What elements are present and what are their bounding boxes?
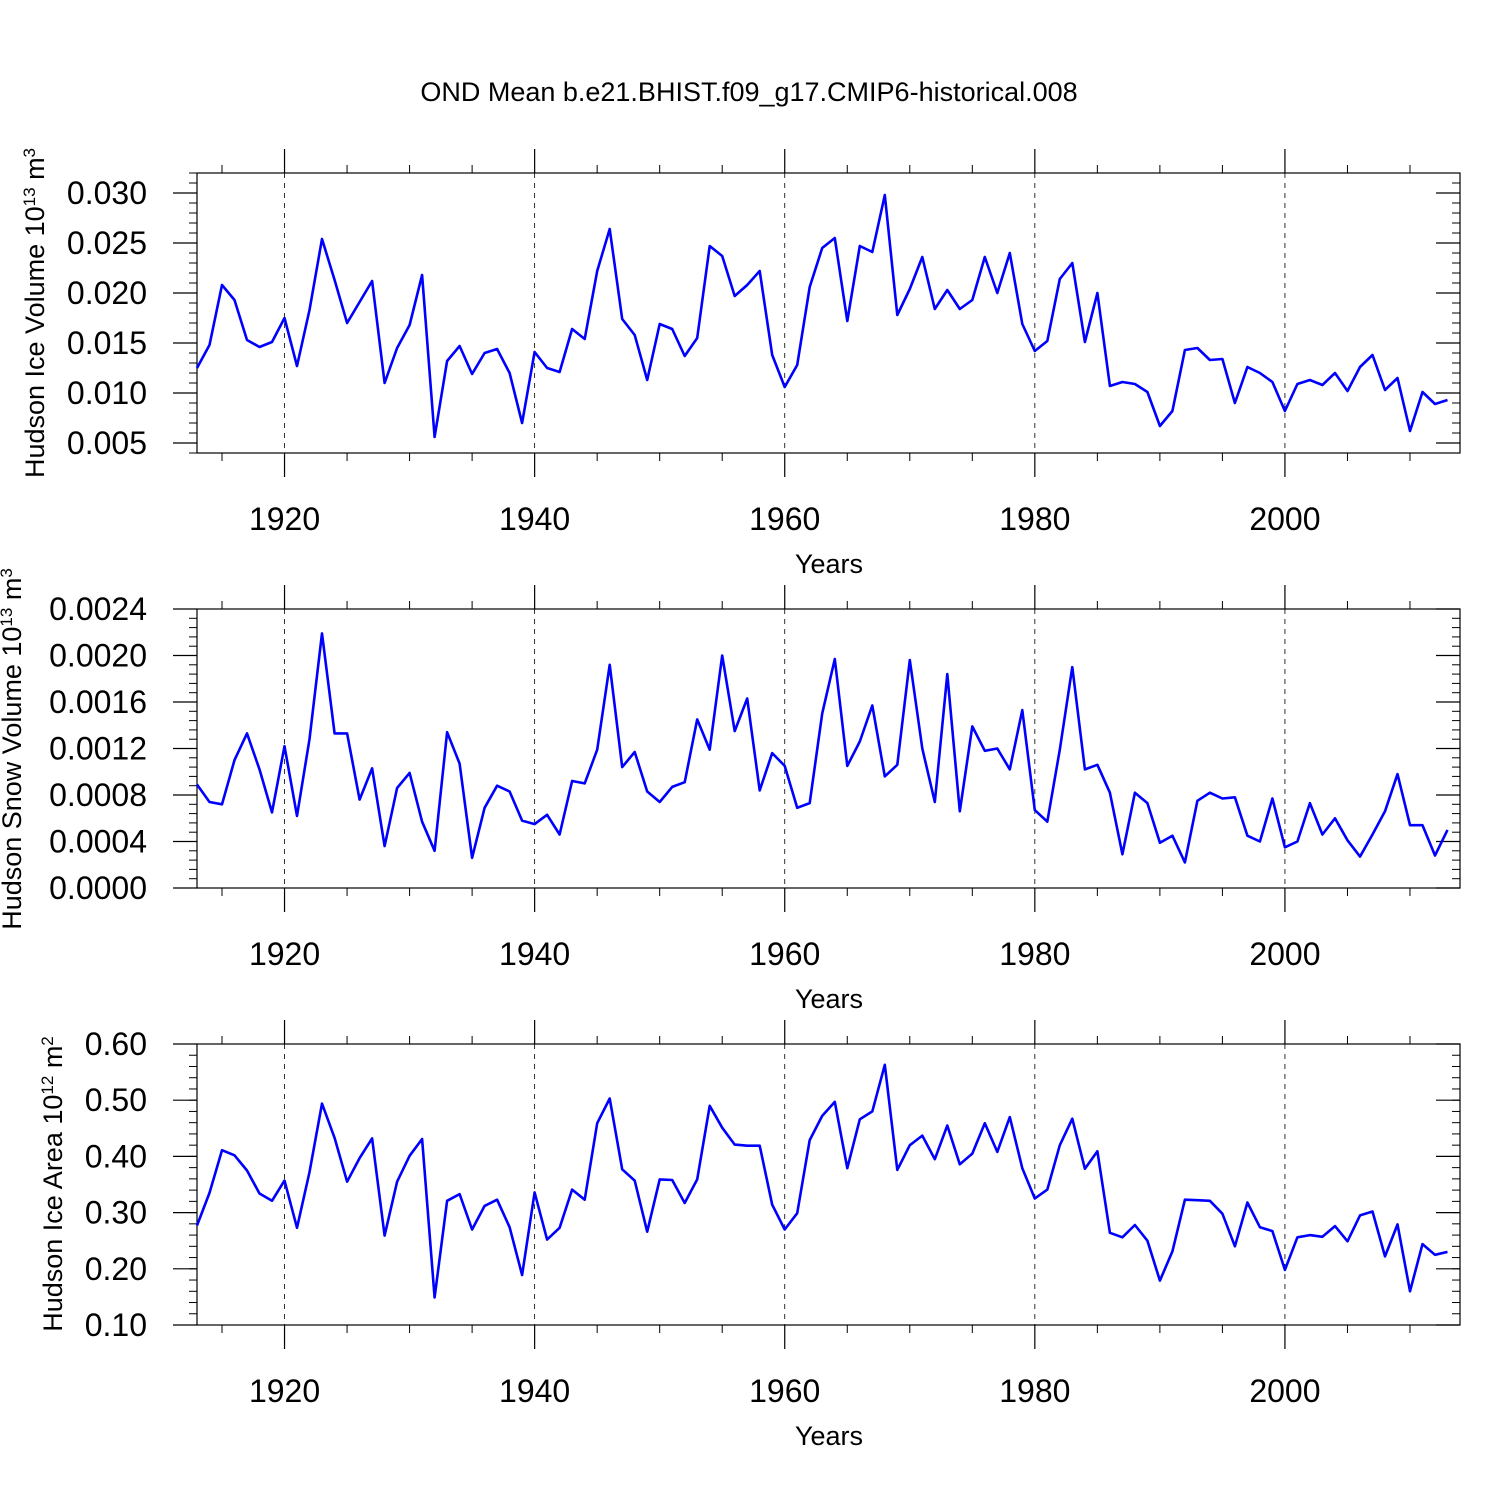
y-axis-label-text: Hudson Ice Volume 10 [20,206,50,478]
y-tick-label: 0.0008 [49,777,147,813]
plot-frame [196,172,1461,454]
x-tick-label: 1980 [999,501,1070,537]
y-axis-label-text: m [0,578,27,608]
y-axis-label-text: m [20,157,50,187]
y-tick-label: 0.20 [85,1251,147,1287]
y-tick-label: 0.0000 [49,870,147,906]
x-tick-label: 1920 [249,936,320,972]
x-tick-label: 1940 [499,1373,570,1409]
x-tick-label: 1980 [999,936,1070,972]
x-tick-label: 1920 [249,501,320,537]
y-tick-label: 0.010 [67,375,147,411]
y-tick-label: 0.30 [85,1195,147,1231]
x-tick-label: 2000 [1249,501,1320,537]
y-tick-label: 0.030 [67,175,147,211]
y-tick-label: 0.0016 [49,684,147,720]
y-tick-label: 0.60 [85,1026,147,1062]
x-axis-label: Years [795,984,863,1014]
x-tick-label: 1920 [249,1373,320,1409]
y-tick-label: 0.0024 [49,591,147,627]
y-axis-label-superscript: 3 [0,568,16,577]
y-axis-label-superscript: 2 [38,1036,57,1045]
y-axis-label: Hudson Snow Volume 1013 m3 [0,568,27,930]
y-axis-label-superscript: 13 [20,187,39,206]
x-tick-label: 1980 [999,1373,1070,1409]
chart-panel-1: 1920 1940 1960 1980 2000 0.005 0.010 0.015 0.020… [20,148,1461,579]
x-tick-label: 1960 [749,501,820,537]
y-tick-label: 0.40 [85,1138,147,1174]
x-tick-label: 1940 [499,936,570,972]
y-axis-label-superscript: 13 [0,608,16,627]
y-tick-label: 0.015 [67,325,147,361]
y-tick-label: 0.020 [67,275,147,311]
x-axis-label: Years [795,549,863,579]
x-tick-label: 1940 [499,501,570,537]
y-axis-label-text: Hudson Snow Volume 10 [0,627,27,930]
data-series-line [195,1063,1448,1299]
plot-frame [196,1043,1461,1326]
y-tick-label: 0.50 [85,1082,147,1118]
x-axis-label: Years [795,1421,863,1451]
y-axis-label: Hudson Ice Area 1012 m2 [38,1036,69,1332]
chart-panel-2: 1920 1940 1960 1980 2000 0.0000 0.0004 0.0008 0.… [0,568,1461,1014]
y-tick-label: 0.005 [67,425,147,461]
x-tick-label: 1960 [749,936,820,972]
y-tick-label: 0.0012 [49,731,147,767]
data-series-line [195,193,1448,439]
y-axis-label-superscript: 12 [38,1076,57,1095]
y-axis-label: Hudson Ice Volume 1013 m3 [20,148,51,478]
data-series-line [195,632,1449,864]
x-tick-label: 1960 [749,1373,820,1409]
y-tick-label: 0.025 [67,225,147,261]
chart-panel-3: 1920 1940 1960 1980 2000 0.10 0.20 0.30 0.40 0.50… [38,1020,1461,1451]
y-axis-label-superscript: 3 [20,148,39,157]
plot-frame [196,608,1461,889]
x-tick-label: 2000 [1249,1373,1320,1409]
y-tick-label: 0.10 [85,1307,147,1343]
y-axis-label-text: Hudson Ice Area 10 [38,1095,68,1332]
y-tick-label: 0.0020 [49,638,147,674]
figure-title: OND Mean b.e21.BHIST.f09_g17.CMIP6-histo… [420,77,1077,107]
x-tick-label: 2000 [1249,936,1320,972]
y-axis-label-text: m [38,1046,68,1076]
y-tick-label: 0.0004 [49,824,147,860]
